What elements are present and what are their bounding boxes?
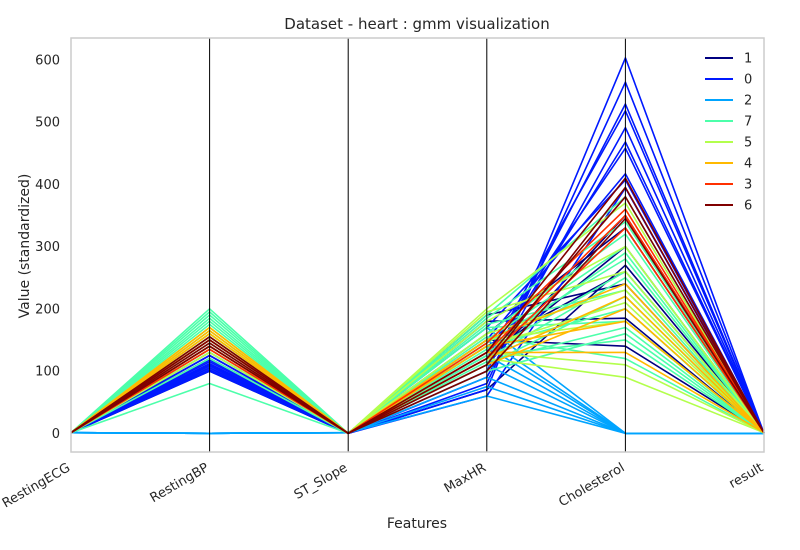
y-ticks: 0 100 200 300 400 500 600 — [35, 53, 60, 442]
series-lines — [70, 57, 765, 435]
y-axis-label: Value (standardized) — [17, 174, 33, 319]
series-0-line-1 — [70, 81, 765, 435]
legend-label-2: 2 — [744, 94, 752, 109]
series-4-line-4 — [70, 320, 765, 435]
series-4-line-2 — [70, 283, 765, 435]
series-7-line-8 — [70, 220, 765, 435]
series-6 — [70, 177, 765, 435]
chart-title: Dataset - heart : gmm visualization — [284, 15, 549, 33]
series-3-line-2 — [70, 208, 765, 435]
y-tick-label: 200 — [35, 302, 60, 317]
series-6-line-2 — [70, 196, 765, 435]
feature-axes — [209, 38, 626, 452]
plot-frame — [70, 37, 765, 453]
series-0-line-0 — [70, 57, 765, 435]
legend-label-1: 1 — [744, 52, 752, 67]
legend-label-6: 6 — [744, 199, 752, 214]
series-6-line-0 — [70, 177, 765, 435]
series-7-line-9 — [70, 339, 765, 435]
series-6-line-3 — [70, 217, 765, 435]
x-axis-label: Features — [387, 516, 447, 532]
y-tick-label: 300 — [35, 240, 60, 255]
y-tick-label: 400 — [35, 178, 60, 193]
legend-label-0: 0 — [744, 73, 752, 88]
legend-label-3: 3 — [744, 178, 752, 193]
y-tick-label: 500 — [35, 116, 60, 131]
series-6-line-1 — [70, 186, 765, 435]
y-tick-label: 600 — [35, 53, 60, 68]
legend-label-4: 4 — [744, 157, 752, 172]
y-tick-label: 100 — [35, 365, 60, 380]
legend-label-7: 7 — [744, 115, 752, 130]
legend-label-5: 5 — [744, 136, 752, 151]
legend: 1 0 2 7 5 4 3 6 — [705, 52, 752, 214]
y-tick-label: 0 — [52, 427, 60, 442]
